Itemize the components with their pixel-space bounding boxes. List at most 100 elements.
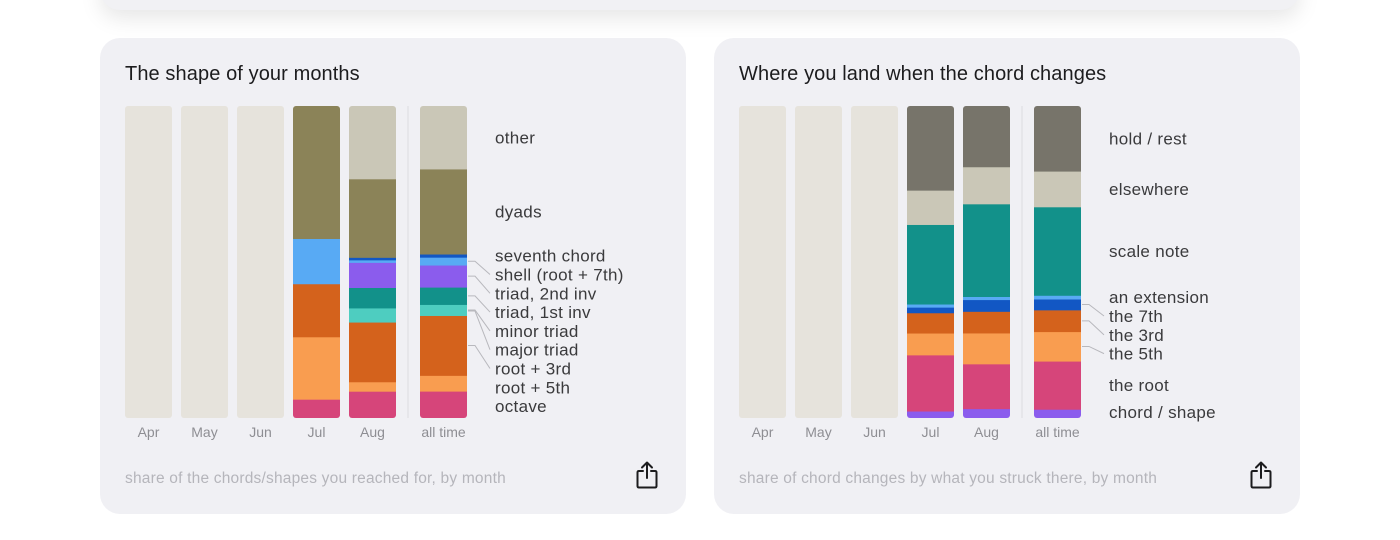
segment-an-extension-aug [963, 296, 1010, 301]
bar-aug [349, 106, 396, 418]
x-tick-label: Jun [863, 424, 886, 440]
segment-other-all-time [420, 106, 467, 170]
legend-label-an-extension: an extension [1109, 288, 1209, 307]
legend-label-dyads: dyads [495, 203, 542, 222]
segment-octave-all-time [420, 391, 467, 418]
segment-chord-shape-aug [963, 408, 1010, 418]
leader-line-minor-triad [468, 309, 491, 332]
legend-label-major-triad: major triad [495, 341, 579, 360]
segment-triad-2nd-inv-all-time [420, 265, 467, 288]
x-tick-label: Jul [308, 424, 326, 440]
segment-shell-root-7th-jul [293, 238, 340, 285]
segment-the-5th-aug [963, 333, 1010, 365]
legend-label-the-3rd: the 3rd [1109, 326, 1164, 345]
segment-scale-note-all-time [1034, 206, 1081, 296]
legend-label-the-5th: the 5th [1109, 345, 1163, 364]
bar-jun [237, 106, 284, 418]
chart-caption: share of the chords/shapes you reached f… [125, 470, 506, 487]
segment-the-root-aug [963, 363, 1010, 410]
x-tick-label: all time [1035, 424, 1080, 440]
legend-label-scale-note: scale note [1109, 242, 1190, 261]
bar-empty-may [181, 106, 228, 418]
bar-apr [739, 106, 786, 418]
leader-line-shell-root-7th [468, 260, 491, 275]
segment-an-extension-all-time [1034, 295, 1081, 300]
bar-jul [293, 106, 340, 418]
legend-label-root-3rd: root + 3rd [495, 359, 571, 378]
segment-the-5th-all-time [1034, 331, 1081, 362]
segment-the-root-jul [907, 354, 954, 412]
x-tick-label: Aug [360, 424, 385, 440]
leader-line-triad-2nd-inv [468, 275, 491, 294]
segment-other-aug [349, 106, 396, 180]
bar-all-time [1034, 106, 1081, 418]
x-tick-label: May [805, 424, 831, 440]
share-button[interactable] [1248, 460, 1274, 490]
segment-the-7th-all-time [1034, 299, 1081, 311]
bar-empty-apr [125, 106, 172, 418]
segment-hold-rest-aug [963, 106, 1010, 168]
bar-aug [963, 106, 1010, 418]
legend-label-minor-triad: minor triad [495, 322, 579, 341]
segment-octave-jul [293, 399, 340, 418]
segment-triad-1st-inv-aug [349, 287, 396, 309]
segment-chord-shape-all-time [1034, 409, 1081, 418]
segment-shell-root-7th-aug [349, 259, 396, 263]
legend-label-the-root: the root [1109, 376, 1169, 395]
legend-label-triad-1st-inv: triad, 1st inv [495, 303, 591, 322]
share-button[interactable] [634, 460, 660, 490]
bar-empty-jun [237, 106, 284, 418]
segment-seventh-chord-all-time [420, 254, 467, 258]
leader-line-root-3rd [468, 345, 491, 369]
legend-label-shell-root-7th: shell (root + 7th) [495, 265, 624, 284]
segment-an-extension-jul [907, 304, 954, 308]
x-tick-label: all time [421, 424, 466, 440]
segment-triad-2nd-inv-aug [349, 262, 396, 289]
x-tick-label: Jul [922, 424, 940, 440]
legend-label-root-5th: root + 5th [495, 378, 570, 397]
card-title: The shape of your months [125, 63, 360, 85]
bar-jul [907, 106, 954, 418]
segment-scale-note-jul [907, 224, 954, 305]
legend-label-chord-shape: chord / shape [1109, 403, 1216, 422]
segment-root-5th-jul [293, 336, 340, 400]
segment-the-3rd-aug [963, 311, 1010, 334]
segment-minor-triad-all-time [420, 304, 467, 316]
leader-line-the-7th [1082, 304, 1105, 317]
segment-the-3rd-all-time [1034, 309, 1081, 333]
bar-jun [851, 106, 898, 418]
x-tick-label: Apr [138, 424, 160, 440]
top-card-edge [100, 0, 1300, 10]
legend-label-seventh-chord: seventh chord [495, 247, 606, 266]
chord-shapes-chart: Apr May Jun Jul Aug all time other dyads seventh… [125, 106, 624, 440]
segment-root-5th-all-time [420, 375, 467, 392]
segment-the-3rd-jul [907, 312, 954, 334]
bar-may [181, 106, 228, 418]
leader-line-major-triad [468, 310, 491, 350]
segment-minor-triad-aug [349, 308, 396, 323]
segment-hold-rest-all-time [1034, 106, 1081, 172]
segment-dyads-jul [293, 106, 340, 239]
legend-label-octave: octave [495, 397, 547, 416]
segment-elsewhere-all-time [1034, 171, 1081, 208]
segment-scale-note-aug [963, 203, 1010, 297]
bar-may [795, 106, 842, 418]
legend-label-hold-rest: hold / rest [1109, 130, 1187, 149]
segment-root-3rd-aug [349, 322, 396, 383]
segment-dyads-all-time [420, 169, 467, 255]
bar-empty-apr [739, 106, 786, 418]
bar-empty-may [795, 106, 842, 418]
chord-change-landing-card: Where you land when the chord changes Ap… [714, 38, 1300, 514]
segment-dyads-aug [349, 178, 396, 258]
chord-change-landing-chart: Apr May Jun Jul Aug all time hold / rest elsewh… [739, 106, 1216, 440]
share-icon [1250, 461, 1272, 489]
segment-shell-root-7th-all-time [420, 257, 467, 266]
leader-line-the-5th [1082, 345, 1105, 355]
segment-root-5th-aug [349, 381, 396, 392]
bar-all-time [420, 106, 467, 418]
leader-line-the-3rd [1082, 320, 1105, 336]
segment-triad-1st-inv-all-time [420, 287, 467, 305]
x-tick-label: Apr [752, 424, 774, 440]
segment-the-5th-jul [907, 333, 954, 356]
bar-apr [125, 106, 172, 418]
